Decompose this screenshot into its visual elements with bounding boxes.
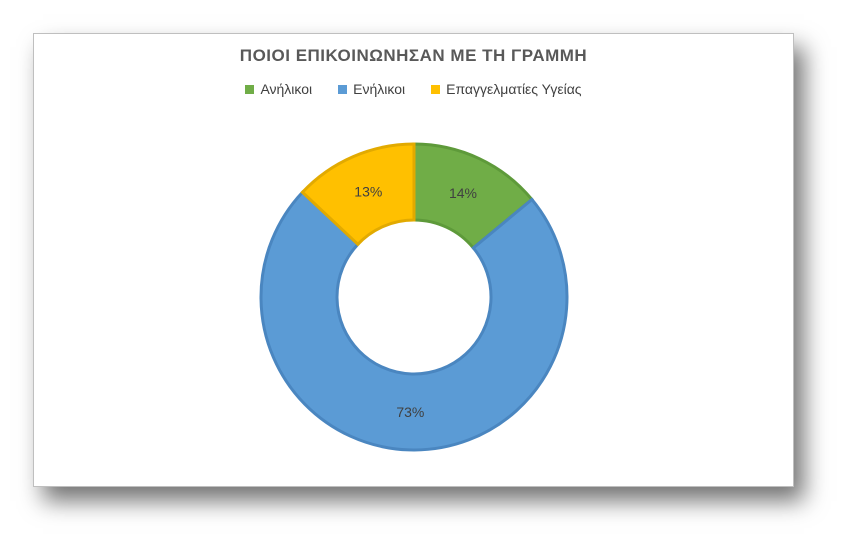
chart-title: ΠΟΙΟΙ ΕΠΙΚΟΙΝΩΝΗΣΑΝ ΜΕ ΤΗ ΓΡΑΜΜΗ bbox=[239, 46, 588, 65]
chart-legend: Ανήλικοι Ενήλικοι Επαγγελματίες Υγείας bbox=[34, 81, 793, 97]
legend-item-adults: Ενήλικοι bbox=[338, 81, 405, 97]
legend-label-adults: Ενήλικοι bbox=[353, 81, 406, 97]
slice-adults bbox=[259, 190, 569, 452]
legend-swatch-adults bbox=[338, 84, 348, 94]
legend-item-health-professionals: Επαγγελματίες Υγείας bbox=[431, 81, 582, 97]
data-label-adults: 73% bbox=[396, 404, 424, 420]
chart-frame: ΠΟΙΟΙ ΕΠΙΚΟΙΝΩΝΗΣΑΝ ΜΕ ΤΗ ΓΡΑΜΜΗ Ανήλικο… bbox=[33, 33, 794, 487]
slice-health-professionals bbox=[300, 142, 416, 247]
data-label-minors: 14% bbox=[449, 185, 477, 201]
legend-swatch-health-professionals bbox=[431, 84, 441, 94]
legend-label-minors: Ανήλικοι bbox=[260, 81, 313, 97]
data-label-health-professionals: 13% bbox=[354, 183, 382, 199]
legend-label-health-professionals: Επαγγελματίες Υγείας bbox=[446, 81, 582, 97]
legend-swatch-minors bbox=[245, 84, 255, 94]
donut-chart: 14% 73% 13% bbox=[259, 142, 569, 452]
legend-item-minors: Ανήλικοι bbox=[245, 81, 312, 97]
